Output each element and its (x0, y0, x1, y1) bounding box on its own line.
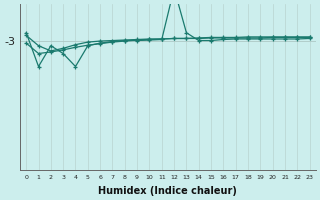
X-axis label: Humidex (Indice chaleur): Humidex (Indice chaleur) (99, 186, 237, 196)
